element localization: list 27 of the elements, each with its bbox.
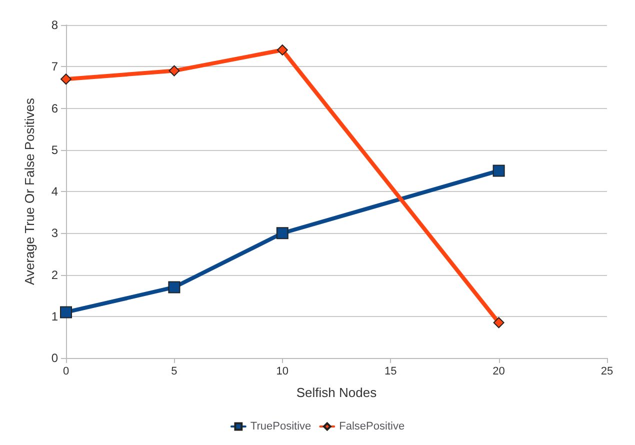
point [60,306,72,318]
x-tick-label: 15 [384,366,397,378]
y-tick-label: 4 [51,184,58,198]
point [493,317,504,328]
x-axis-title: Selfish Nodes [296,385,378,400]
point [168,281,180,294]
x-tick-label: 5 [171,366,178,378]
point [276,44,288,56]
x-tick-label: 20 [492,366,505,378]
y-tick-label: 1 [51,309,58,324]
x-tick-label: 10 [276,366,289,378]
point [60,74,72,85]
y-axis-title: Average True Or False Positives [22,98,37,285]
y-tick-label: 7 [51,60,58,74]
y-tick-label: 8 [51,18,58,32]
x-tick-label: 0 [62,366,70,378]
point [492,164,505,177]
point [276,227,288,240]
x-tick-label: 25 [600,366,614,378]
legend-label: TruePositive [250,420,312,432]
y-tick-label: 0 [51,351,58,365]
y-tick-label: 2 [51,268,58,282]
legend-label: FalsePositive [339,420,405,432]
y-tick-label: 5 [51,142,58,157]
point [168,65,180,76]
y-tick-label: 6 [51,101,58,116]
y-tick-label: 3 [51,226,58,240]
